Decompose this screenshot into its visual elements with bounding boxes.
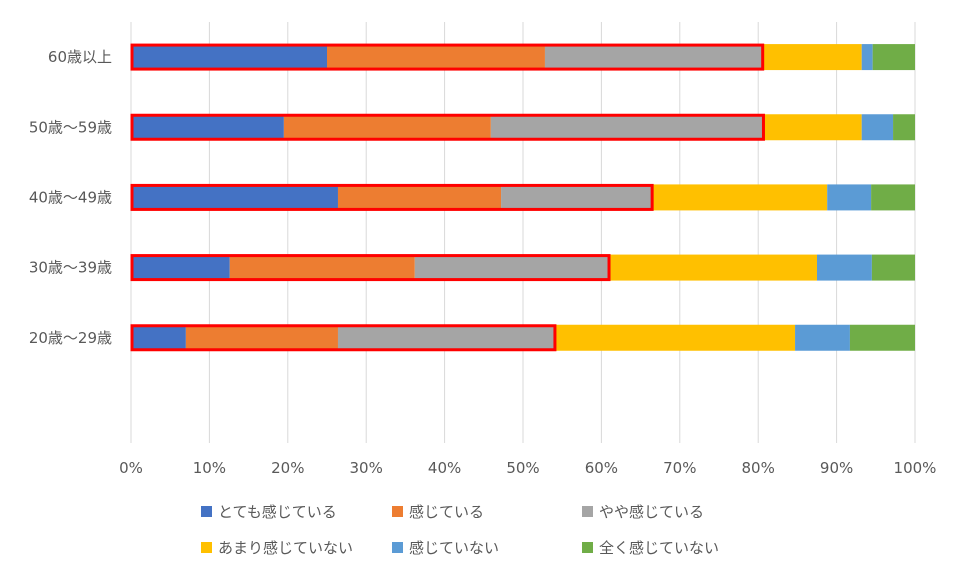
legend-label: やや感じている (599, 503, 704, 521)
legend-label: 全く感じていない (599, 539, 719, 557)
bar-segment (871, 184, 915, 211)
highlight-frame (130, 43, 765, 71)
highlight-frames (130, 43, 765, 352)
legend-label: あまり感じていない (218, 539, 353, 557)
x-tick-labels: 0% 10% 20% 30% 40% 50% 60% 70% 80% 90% 100% (119, 459, 936, 477)
bar-segment (555, 324, 796, 351)
legend-swatch (582, 542, 593, 553)
x-tick-label: 50% (506, 459, 539, 477)
x-tick-label: 0% (119, 459, 143, 477)
bar-segment (544, 44, 764, 71)
bar-segment (185, 324, 338, 351)
bar-segment (861, 44, 873, 71)
bar-segment (414, 254, 611, 281)
bar-segment (283, 114, 491, 141)
category-label: 60歳以上 (48, 48, 112, 66)
x-tick-label: 10% (193, 459, 226, 477)
bar-segment (849, 324, 915, 351)
category-label: 20歳〜29歳 (29, 329, 112, 347)
bar-segment (763, 44, 862, 71)
x-tick-label: 20% (271, 459, 304, 477)
x-tick-label: 80% (742, 459, 775, 477)
x-tick-label: 100% (894, 459, 937, 477)
bar-segment (490, 114, 765, 141)
bar-segment (131, 324, 186, 351)
x-tick-label: 90% (820, 459, 853, 477)
bar-segment (337, 184, 502, 211)
legend-swatch (392, 506, 403, 517)
legend-swatch (392, 542, 403, 553)
highlight-frame (130, 324, 557, 352)
bar-segment (327, 44, 545, 71)
bar-segment (827, 184, 872, 211)
highlight-frame (130, 113, 765, 141)
x-tick-label: 30% (350, 459, 383, 477)
bars-layer (131, 44, 915, 351)
bar-segment (764, 114, 862, 141)
highlight-frame (130, 254, 611, 282)
highlight-frame (130, 183, 654, 211)
x-tick-label: 60% (585, 459, 618, 477)
bar-segment (861, 114, 894, 141)
bar-segment (653, 184, 828, 211)
bar-segment (501, 184, 654, 211)
x-tick-label: 70% (663, 459, 696, 477)
bar-segment (610, 254, 817, 281)
category-label: 30歳〜39歳 (29, 259, 112, 277)
bar-segment (131, 114, 284, 141)
bar-segment (871, 254, 915, 281)
bar-segment (893, 114, 915, 141)
category-label: 40歳〜49歳 (29, 188, 112, 206)
bar-segment (872, 44, 915, 71)
bar-segment (337, 324, 556, 351)
bar-segment (817, 254, 872, 281)
legend-label: 感じていない (409, 539, 499, 557)
bar-segment (131, 254, 230, 281)
bar-segment (131, 184, 338, 211)
category-label: 50歳〜59歳 (29, 118, 112, 136)
legend-label: とても感じている (218, 503, 337, 521)
bar-segment (131, 44, 327, 71)
bar-segment (795, 324, 850, 351)
legend-swatch (201, 506, 212, 517)
legend-swatch (201, 542, 212, 553)
grid-lines (130, 22, 916, 443)
legend-label: 感じている (409, 503, 484, 521)
category-labels: 60歳以上 50歳〜59歳 40歳〜49歳 30歳〜39歳 20歳〜29歳 (29, 48, 112, 347)
bar-segment (229, 254, 415, 281)
x-tick-label: 40% (428, 459, 461, 477)
legend-swatch (582, 506, 593, 517)
